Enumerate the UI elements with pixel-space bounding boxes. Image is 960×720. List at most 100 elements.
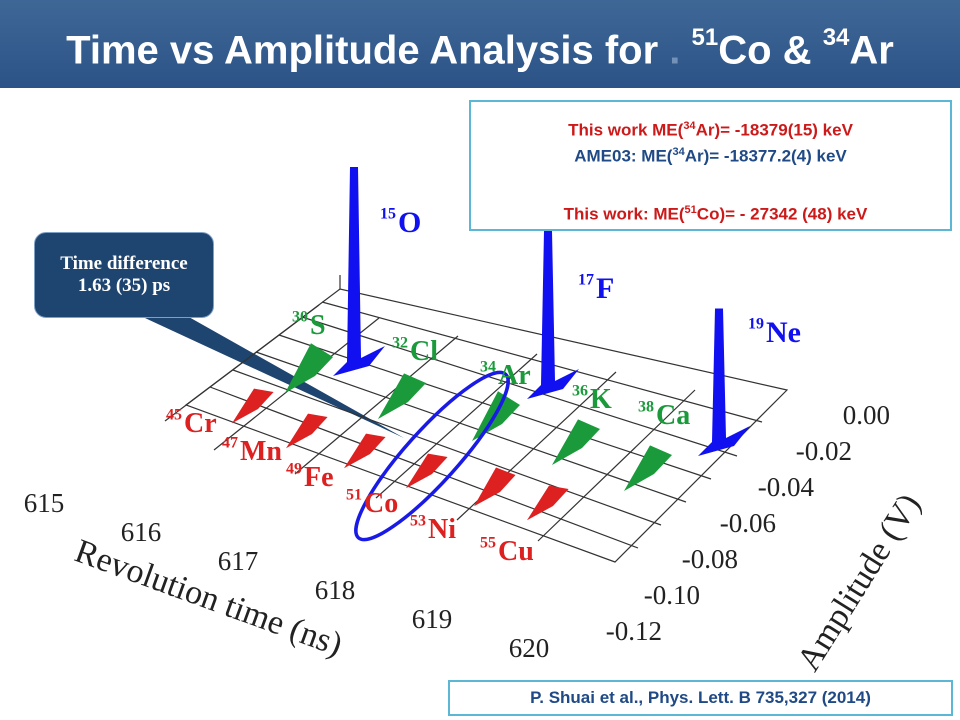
grid-line bbox=[456, 371, 617, 521]
y-tick-label: -0.04 bbox=[758, 472, 815, 502]
floor-grid bbox=[164, 275, 789, 563]
peak-17F bbox=[527, 231, 579, 399]
peak-label-element: K bbox=[590, 384, 612, 415]
x-tick-label: 619 bbox=[412, 604, 453, 634]
peak-label-mass: 49 bbox=[286, 460, 302, 477]
x-tick-label: 618 bbox=[315, 575, 356, 605]
result-line-3-pre: This work: ME( bbox=[563, 204, 685, 224]
y-axis-label: Amplitude (V) bbox=[790, 487, 928, 677]
time-difference-callout: Time difference 1.63 (35) ps bbox=[34, 232, 214, 318]
grid-line bbox=[278, 334, 712, 480]
results-box: This work ME(34Ar)= -18379(15) keV AME03… bbox=[469, 100, 952, 231]
grid-line bbox=[537, 389, 696, 542]
peak-label-element: F bbox=[596, 272, 614, 305]
peak-34Ar bbox=[472, 391, 520, 441]
result-line-1-post: Ar)= -18379(15) keV bbox=[695, 120, 853, 140]
peak-label-mass: 53 bbox=[410, 512, 426, 529]
peak-label-element: Ni bbox=[428, 514, 456, 545]
peak-label-element: Ne bbox=[766, 316, 801, 349]
grid-line bbox=[209, 386, 639, 549]
peak-label-element: Cr bbox=[184, 408, 217, 439]
x-tick-label: 615 bbox=[24, 488, 65, 518]
title-bar bbox=[0, 0, 960, 88]
grid-line bbox=[213, 317, 380, 451]
peak-36K bbox=[552, 419, 600, 465]
grid-line bbox=[375, 353, 538, 499]
result-line-this-work-co: This work: ME(51Co)= - 27342 (48) keV bbox=[471, 198, 950, 227]
peak-label-element: Co bbox=[364, 488, 398, 519]
y-tick-label: -0.02 bbox=[796, 436, 852, 466]
y-tick-label: -0.06 bbox=[720, 508, 776, 538]
peak-label-mass: 45 bbox=[166, 406, 182, 423]
peak-38Ca bbox=[624, 445, 672, 491]
peak-label-element: Mn bbox=[240, 436, 282, 467]
result-line-2-pre: AME03: ME( bbox=[574, 146, 673, 166]
peak-label-element: Fe bbox=[304, 462, 334, 493]
callout-line-1: Time difference bbox=[60, 253, 188, 274]
y-tick-label: -0.12 bbox=[606, 616, 662, 646]
peak-label-element: Cu bbox=[498, 536, 534, 567]
x-tick-labels: 615 616 617 618 619 620 bbox=[24, 488, 550, 663]
title-element-2: Ar bbox=[849, 28, 894, 73]
peak-label-mass: 55 bbox=[480, 534, 496, 551]
title-main: Time vs Amplitude Analysis for bbox=[66, 28, 659, 73]
grid-line bbox=[301, 316, 738, 457]
y-tick-label: -0.10 bbox=[644, 580, 700, 610]
peak-label-mass: 38 bbox=[638, 398, 654, 415]
peak-53Ni bbox=[474, 467, 516, 507]
grid-line bbox=[294, 335, 459, 475]
slide-title: Time vs Amplitude Analysis for . 51Co & … bbox=[0, 16, 960, 76]
grid-line bbox=[232, 369, 662, 526]
peak-label-mass: 15 bbox=[380, 206, 396, 223]
x-tick-label: 620 bbox=[509, 633, 550, 663]
result-line-this-work-ar: This work ME(34Ar)= -18379(15) keV bbox=[471, 114, 950, 143]
result-line-3-mass: 51 bbox=[684, 204, 697, 216]
callout-pointer bbox=[132, 312, 404, 438]
grid-line bbox=[255, 351, 687, 503]
peak-19Ne bbox=[698, 308, 750, 456]
grid-line bbox=[164, 304, 320, 422]
peak-51Co bbox=[406, 453, 448, 489]
peak-label-mass: 36 bbox=[572, 382, 588, 399]
y-tick-label: 0.00 bbox=[843, 400, 890, 430]
peak-label-mass: 19 bbox=[748, 316, 764, 333]
peak-15O bbox=[333, 167, 385, 376]
floor-outline bbox=[184, 288, 789, 563]
grid-line bbox=[321, 301, 763, 423]
peak-label-mass: 30 bbox=[292, 308, 308, 325]
peak-label-element: Ca bbox=[656, 400, 690, 431]
result-line-3-post: Co)= - 27342 (48) keV bbox=[696, 204, 868, 224]
result-line-ame03-ar: AME03: ME(34Ar)= -18377.2(4) keV bbox=[471, 140, 950, 169]
y-tick-label: -0.08 bbox=[682, 544, 738, 574]
x-tick-label: 617 bbox=[218, 546, 259, 576]
peak-label-element: S bbox=[310, 310, 326, 341]
peak-label-mass: 47 bbox=[222, 434, 238, 451]
peak-30S bbox=[285, 343, 333, 393]
result-line-2-mass: 34 bbox=[672, 146, 685, 158]
result-line-2-post: Ar)= -18377.2(4) keV bbox=[684, 146, 847, 166]
title-dot: . bbox=[669, 28, 681, 73]
highlight-ellipse bbox=[354, 370, 510, 542]
peak-label-element: Ar bbox=[498, 360, 531, 391]
result-line-1-pre: This work ME( bbox=[568, 120, 684, 140]
peak-label-element: Cl bbox=[410, 336, 438, 367]
peak-label-mass: 32 bbox=[392, 334, 408, 351]
peak-55Cu bbox=[527, 485, 569, 521]
callout-line-2: 1.63 (35) ps bbox=[77, 275, 171, 296]
x-axis-label: Revolution time (ns) bbox=[70, 533, 347, 664]
peak-45Cr bbox=[232, 388, 274, 424]
peak-label-mass: 34 bbox=[480, 358, 496, 375]
peak-label-element: O bbox=[398, 206, 421, 239]
peak-32Cl bbox=[378, 373, 426, 419]
x-tick-label: 616 bbox=[121, 517, 162, 547]
peak-49Fe bbox=[344, 433, 386, 469]
citation-box: P. Shuai et al., Phys. Lett. B 735,327 (… bbox=[448, 680, 953, 716]
y-tick-labels: 0.00 -0.02 -0.04 -0.06 -0.08 -0.10 -0.12 bbox=[606, 400, 890, 646]
title-element-1: Co & bbox=[718, 28, 823, 73]
peak-label-mass: 17 bbox=[578, 272, 594, 289]
title-mass-1: 51 bbox=[691, 24, 719, 51]
result-line-1-mass: 34 bbox=[683, 120, 696, 132]
peak-label-mass: 51 bbox=[346, 486, 362, 503]
peak-47Mn bbox=[286, 413, 328, 449]
